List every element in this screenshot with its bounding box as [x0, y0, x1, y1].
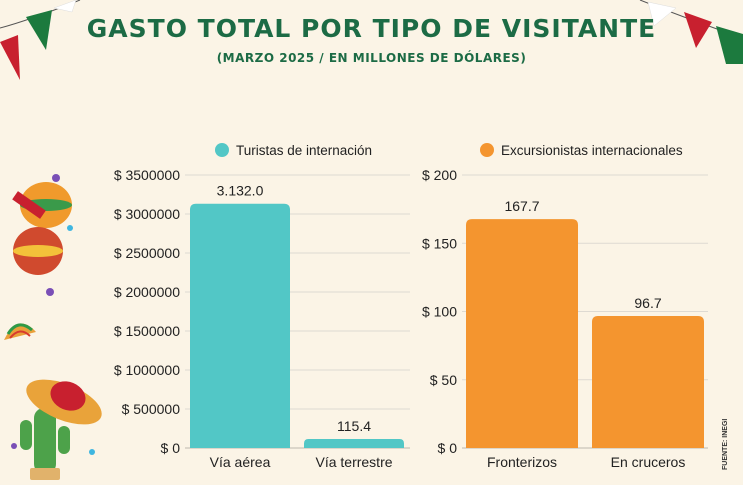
cactus-sombrero-icon — [11, 379, 102, 480]
y-tick-label: $ 200 — [422, 167, 457, 183]
x-tick-label: Fronterizos — [487, 454, 557, 470]
y-tick-label: $ 2500000 — [114, 245, 180, 261]
y-tick-label: $ 1500000 — [114, 323, 180, 339]
y-tick-label: $ 500000 — [122, 401, 181, 417]
data-label: 96.7 — [634, 295, 661, 311]
y-tick-label: $ 0 — [161, 440, 181, 456]
y-tick-label: $ 50 — [430, 372, 457, 388]
bar — [592, 316, 704, 448]
source-note: FUENTE: INEGI — [722, 418, 729, 470]
y-tick-label: $ 100 — [422, 304, 457, 320]
x-tick-label: Vía aérea — [210, 454, 271, 470]
bar — [190, 203, 290, 448]
x-tick-label: En cruceros — [611, 454, 686, 470]
y-tick-label: $ 2000000 — [114, 284, 180, 300]
legend-label: Turistas de internación — [236, 143, 372, 158]
chart-title: GASTO TOTAL POR TIPO DE VISITANTE — [86, 14, 657, 43]
papel-picado-icon — [0, 0, 81, 80]
maracas-icon — [12, 174, 73, 296]
taco-icon — [4, 323, 36, 340]
papel-picado-icon — [639, 0, 743, 64]
legend-marker — [215, 143, 229, 157]
legend-label: Excursionistas internacionales — [501, 143, 683, 158]
bar — [466, 219, 578, 448]
chart-subtitle: (MARZO 2025 / EN MILLONES DE DÓLARES) — [216, 51, 527, 65]
bar — [304, 438, 404, 448]
data-label: 115.4 — [337, 418, 371, 434]
data-label: 167.7 — [504, 198, 539, 214]
y-tick-label: $ 150 — [422, 235, 457, 251]
legend-marker — [480, 143, 494, 157]
x-tick-label: Vía terrestre — [315, 454, 392, 470]
y-tick-label: $ 1000000 — [114, 362, 180, 378]
y-tick-label: $ 3500000 — [114, 167, 180, 183]
y-tick-label: $ 3000000 — [114, 206, 180, 222]
chart-layer: $ 0 $ 500000 $ 1000000 $ 1500000 $ 2000000 $ … — [114, 143, 708, 470]
data-label: 3.132.0 — [217, 183, 264, 199]
y-tick-label: $ 0 — [438, 440, 458, 456]
